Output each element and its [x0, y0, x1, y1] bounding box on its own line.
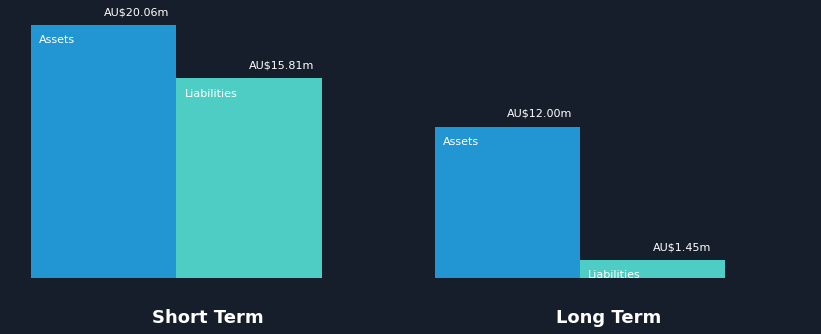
Text: Long Term: Long Term — [556, 309, 661, 327]
FancyBboxPatch shape — [580, 260, 725, 278]
Text: Assets: Assets — [443, 137, 479, 147]
FancyBboxPatch shape — [177, 78, 322, 278]
Text: Short Term: Short Term — [152, 309, 264, 327]
Text: AU$1.45m: AU$1.45m — [653, 242, 711, 252]
Text: Liabilities: Liabilities — [185, 89, 237, 99]
FancyBboxPatch shape — [434, 127, 580, 278]
FancyBboxPatch shape — [31, 25, 177, 278]
Text: Assets: Assets — [39, 35, 76, 45]
Text: Liabilities: Liabilities — [588, 270, 641, 280]
Text: AU$15.81m: AU$15.81m — [249, 61, 314, 71]
Text: AU$20.06m: AU$20.06m — [103, 7, 169, 17]
Text: AU$12.00m: AU$12.00m — [507, 109, 573, 119]
